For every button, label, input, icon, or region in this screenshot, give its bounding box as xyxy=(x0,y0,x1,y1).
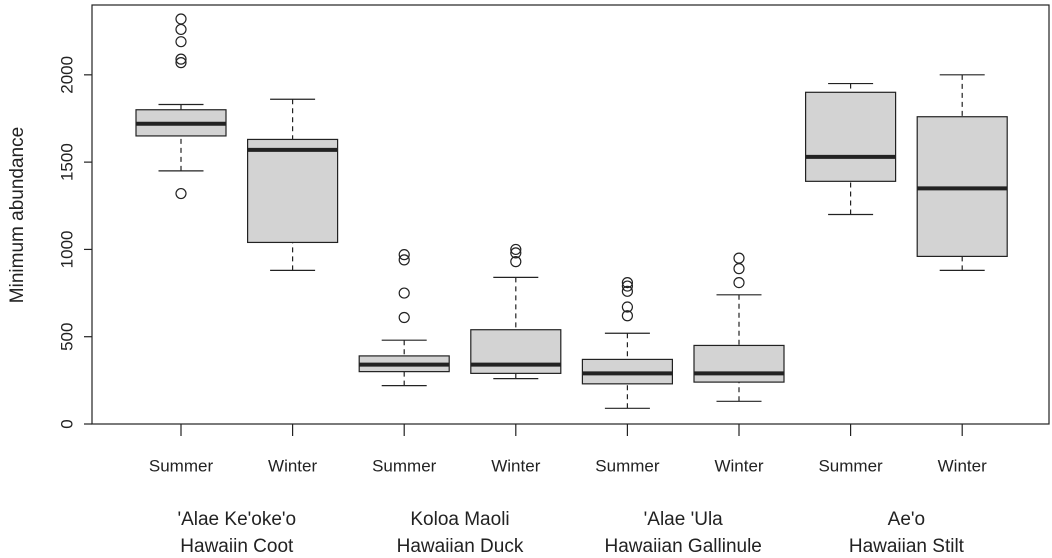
outlier xyxy=(733,263,745,275)
group-label: Hawaiian Gallinule xyxy=(605,536,762,557)
x-tick-label: Summer xyxy=(595,456,660,475)
y-axis-label: Minimum abundance xyxy=(7,127,28,303)
y-tick-label: 1000 xyxy=(57,231,76,269)
plot-frame xyxy=(91,4,1050,425)
outlier xyxy=(175,36,187,48)
outlier xyxy=(175,57,187,69)
box xyxy=(470,329,562,374)
group-label: Koloa Maoli xyxy=(410,509,509,530)
box xyxy=(693,344,785,383)
x-tick-label: Winter xyxy=(714,456,763,475)
x-tick-label: Summer xyxy=(149,456,214,475)
outlier xyxy=(621,276,634,289)
outlier xyxy=(398,311,410,324)
group-label: Ae'o xyxy=(888,509,925,530)
group-label: 'Alae 'Ula xyxy=(644,509,724,530)
x-tick-label: Winter xyxy=(268,456,317,475)
box xyxy=(804,91,897,182)
outlier xyxy=(733,252,745,264)
outlier xyxy=(621,280,634,292)
outlier xyxy=(175,187,187,200)
outlier xyxy=(733,276,745,289)
outlier xyxy=(510,247,522,259)
outlier xyxy=(621,285,634,297)
y-tick-label: 0 xyxy=(57,419,76,428)
box xyxy=(247,138,339,244)
x-tick-label: Winter xyxy=(491,456,540,475)
outlier xyxy=(398,249,410,261)
outlier xyxy=(621,310,634,322)
y-tick-label: 1500 xyxy=(57,143,76,181)
outlier xyxy=(398,287,410,299)
group-label: Hawaiian Duck xyxy=(397,536,524,557)
outlier xyxy=(398,254,410,266)
x-tick-label: Summer xyxy=(372,456,437,475)
x-tick-label: Winter xyxy=(938,456,987,475)
outlier xyxy=(175,23,187,36)
outlier xyxy=(621,301,634,313)
outlier xyxy=(510,256,522,268)
group-label: Hawaiin Coot xyxy=(180,536,294,557)
group-label: Hawaiian Stilt xyxy=(849,536,965,557)
y-tick-label: 500 xyxy=(57,323,76,351)
group-label: 'Alae Ke'oke'o xyxy=(177,509,296,530)
y-tick-label: 2000 xyxy=(57,56,76,94)
outlier xyxy=(510,243,522,256)
outlier xyxy=(175,53,187,65)
outlier xyxy=(175,13,187,25)
x-tick-label: Summer xyxy=(818,456,883,475)
